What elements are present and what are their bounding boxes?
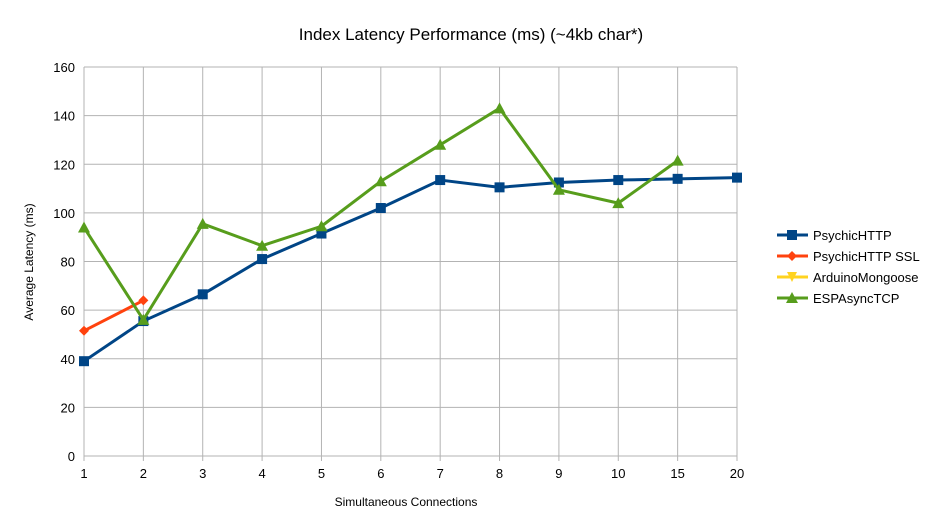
- legend-marker: [787, 251, 797, 261]
- data-point: [78, 221, 90, 233]
- y-tick-label: 160: [53, 60, 75, 75]
- chart-title: Index Latency Performance (ms) (~4kb cha…: [299, 25, 643, 44]
- x-tick-label: 5: [318, 466, 325, 481]
- x-tick-label: 15: [670, 466, 684, 481]
- data-point: [672, 173, 683, 184]
- legend: PsychicHTTP PsychicHTTP SSL ArduinoMongoos…: [777, 228, 920, 306]
- legend-marker: [786, 292, 798, 303]
- y-tick-label: 80: [61, 255, 75, 270]
- y-axis-label: Average Latency (ms): [22, 203, 36, 320]
- data-point: [553, 177, 564, 188]
- data-point: [256, 239, 269, 251]
- legend-marker: [787, 230, 797, 240]
- y-tick-label: 140: [53, 109, 75, 124]
- data-point: [79, 356, 89, 367]
- x-tick-label: 7: [437, 466, 444, 481]
- legend-label: ArduinoMongoose: [813, 270, 919, 285]
- data-point: [493, 102, 506, 114]
- data-point: [257, 254, 268, 265]
- data-point: [613, 175, 624, 186]
- legend-marker: [787, 272, 797, 282]
- x-tick-label: 3: [199, 466, 206, 481]
- y-tick-label: 100: [53, 206, 75, 221]
- data-point: [315, 220, 328, 232]
- data-point: [374, 175, 387, 187]
- data-point: [612, 197, 625, 209]
- legend-label: ESPAsyncTCP: [813, 291, 899, 306]
- data-point: [197, 289, 208, 300]
- y-tick-label: 40: [61, 352, 75, 367]
- data-point: [494, 182, 505, 193]
- x-tick-label: 6: [377, 466, 384, 481]
- x-tick-label: 10: [611, 466, 625, 481]
- x-tick-label: 4: [258, 466, 265, 481]
- data-point: [434, 138, 447, 150]
- x-axis-label: Simultaneous Connections: [335, 495, 478, 509]
- data-point: [552, 183, 565, 195]
- data-point: [316, 228, 327, 239]
- y-tick-label: 60: [61, 303, 75, 318]
- data-point: [671, 154, 684, 166]
- x-tick-label: 9: [555, 466, 562, 481]
- y-tick-label: 0: [68, 449, 75, 464]
- data-point: [79, 325, 89, 336]
- x-tick-label: 1: [80, 466, 87, 481]
- x-tick-label: 20: [730, 466, 744, 481]
- data-point: [137, 313, 150, 325]
- x-tick-label: 8: [496, 466, 503, 481]
- data-point: [732, 172, 742, 183]
- series-psychichttp-ssl: [79, 295, 149, 336]
- data-point: [138, 295, 149, 306]
- series-line: [83, 176, 738, 363]
- x-tick-label: 2: [140, 466, 147, 481]
- data-point: [196, 217, 209, 229]
- data-point: [375, 203, 386, 214]
- y-tick-label: 120: [53, 157, 75, 172]
- y-tick-label: 20: [61, 400, 75, 415]
- legend-label: PsychicHTTP SSL: [813, 249, 920, 264]
- series-psychichttp: [79, 172, 742, 367]
- data-point: [435, 175, 446, 186]
- legend-label: PsychicHTTP: [813, 228, 892, 243]
- series-espasynctcp: [78, 102, 684, 325]
